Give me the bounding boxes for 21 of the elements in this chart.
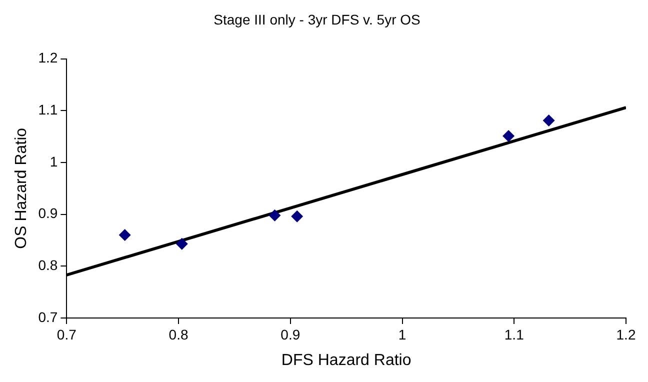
x-tick-label: 1 bbox=[398, 326, 406, 342]
y-tick-label: 0.8 bbox=[38, 257, 58, 274]
x-axis-title: DFS Hazard Ratio bbox=[281, 352, 412, 369]
point bbox=[268, 209, 281, 222]
point bbox=[118, 229, 131, 242]
point bbox=[542, 114, 555, 126]
y-axis-title: OS Hazard Ratio bbox=[13, 128, 30, 249]
y-tick-label: 1.1 bbox=[38, 102, 58, 118]
point bbox=[291, 210, 304, 222]
chart-title: Stage III only - 3yr DFS v. 5yr OS bbox=[214, 11, 420, 28]
point bbox=[176, 238, 188, 250]
y-tick-label: 0.7 bbox=[38, 308, 58, 325]
x-tick-label: 0.8 bbox=[168, 326, 188, 342]
y-tick-label: 0.9 bbox=[38, 205, 58, 222]
y-tick-label: 1 bbox=[50, 153, 58, 170]
y-tick-label: 1.2 bbox=[38, 50, 58, 66]
x-tick-label: 0.7 bbox=[56, 326, 77, 342]
x-tick-label: 1.1 bbox=[504, 326, 524, 342]
x-tick-label: 1.2 bbox=[616, 326, 636, 342]
x-tick-label: 0.9 bbox=[280, 326, 300, 342]
point bbox=[502, 130, 515, 142]
